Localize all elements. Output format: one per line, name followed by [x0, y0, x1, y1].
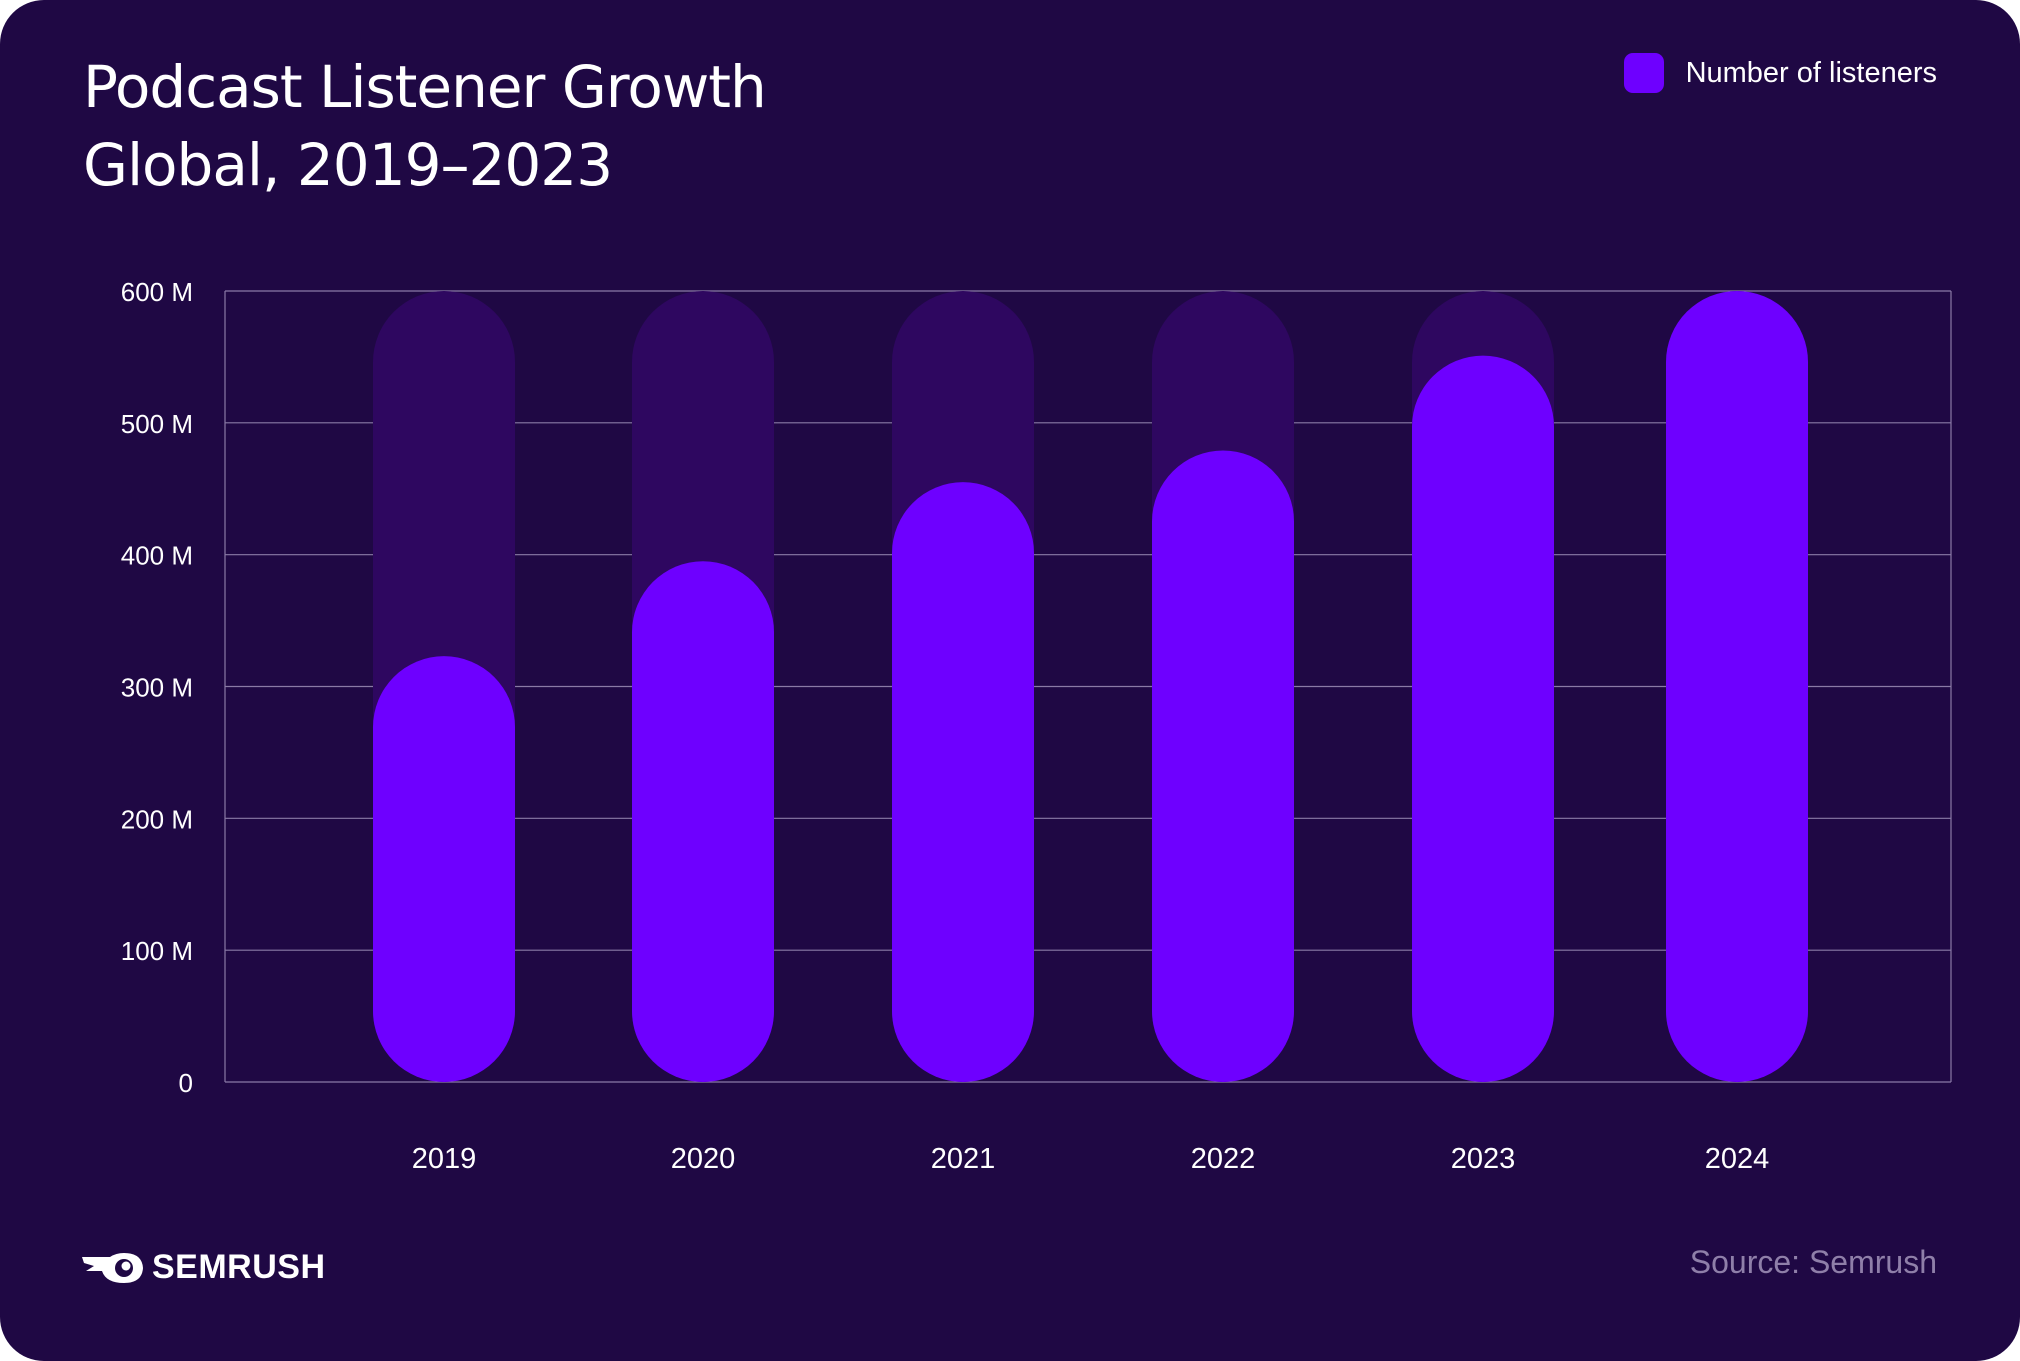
x-tick-label: 2021: [931, 1143, 996, 1175]
y-tick-label: 200 M: [121, 804, 193, 834]
y-tick-label: 500 M: [121, 409, 193, 439]
chart-title-line-1: Podcast Listener Growth: [83, 53, 767, 121]
bar-2020: [632, 561, 774, 1082]
x-tick-label: 2022: [1191, 1143, 1256, 1175]
chart-title-line-2: Global, 2019–2023: [83, 131, 613, 199]
chart-legend: Number of listeners: [1623, 53, 1937, 93]
y-tick-label: 300 M: [121, 673, 193, 703]
bar-2022: [1152, 450, 1294, 1082]
bar-2019: [373, 656, 515, 1082]
x-tick-label: 2020: [671, 1143, 736, 1175]
brand-wordmark: SEMRUSH: [152, 1248, 326, 1286]
semrush-fireball-icon: [82, 1252, 143, 1283]
bar-2024: [1666, 291, 1808, 1082]
y-tick-label: 0: [179, 1068, 193, 1098]
x-tick-label: 2024: [1705, 1143, 1770, 1175]
bar-2023: [1412, 355, 1554, 1082]
bar-2021: [892, 482, 1034, 1082]
y-tick-label: 100 M: [121, 936, 193, 966]
x-tick-label: 2019: [412, 1143, 477, 1175]
x-tick-label: 2023: [1451, 1143, 1516, 1175]
semrush-logo: SEMRUSH: [80, 1248, 326, 1287]
legend-swatch: [1623, 53, 1664, 93]
y-tick-label: 600 M: [121, 277, 193, 307]
y-tick-label: 400 M: [121, 541, 193, 571]
source-note: Source: Semrush: [1689, 1244, 1937, 1280]
legend-label: Number of listeners: [1685, 56, 1937, 89]
chart-title: Podcast Listener Growth Global, 2019–202…: [83, 48, 767, 204]
